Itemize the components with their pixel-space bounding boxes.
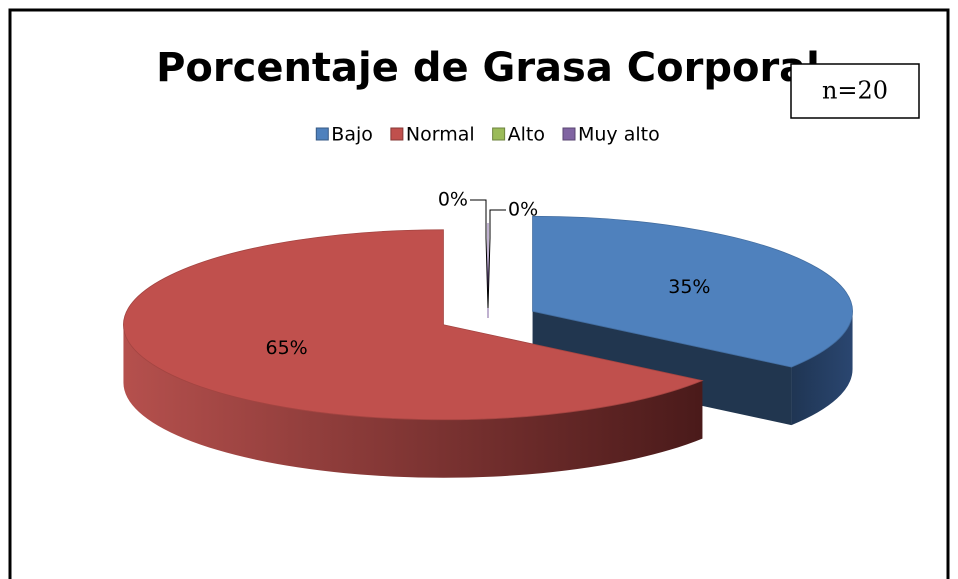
chart-title: Porcentaje de Grasa Corporal xyxy=(156,45,820,91)
slice xyxy=(532,215,853,426)
slice-top xyxy=(532,215,853,368)
legend-label: Alto xyxy=(508,124,545,146)
legend-label: Normal xyxy=(406,124,475,146)
slice-wall xyxy=(791,311,853,426)
slice-top xyxy=(123,229,704,421)
leader-line xyxy=(487,209,506,309)
slice xyxy=(123,229,704,478)
legend-label: Muy alto xyxy=(578,124,660,146)
legend: Bajo Normal Alto Muy alto xyxy=(315,124,660,146)
legend-label: Bajo xyxy=(331,124,373,146)
leader-line xyxy=(470,199,489,309)
chart-frame xyxy=(8,8,950,579)
slice-wall xyxy=(123,324,703,478)
data-label: 35% xyxy=(668,276,710,298)
data-label: 65% xyxy=(266,337,308,359)
legend-swatch xyxy=(492,127,506,141)
annotation: n=20 xyxy=(822,77,888,105)
slice-side xyxy=(532,311,792,426)
legend-swatch xyxy=(390,127,404,141)
annotation-box xyxy=(790,63,920,119)
data-label: 0% xyxy=(508,199,538,221)
legend-swatch xyxy=(315,127,329,141)
pie: 35% 65% 0% 0% xyxy=(123,189,853,478)
data-label: 0% xyxy=(438,189,468,211)
legend-swatch xyxy=(562,127,576,141)
